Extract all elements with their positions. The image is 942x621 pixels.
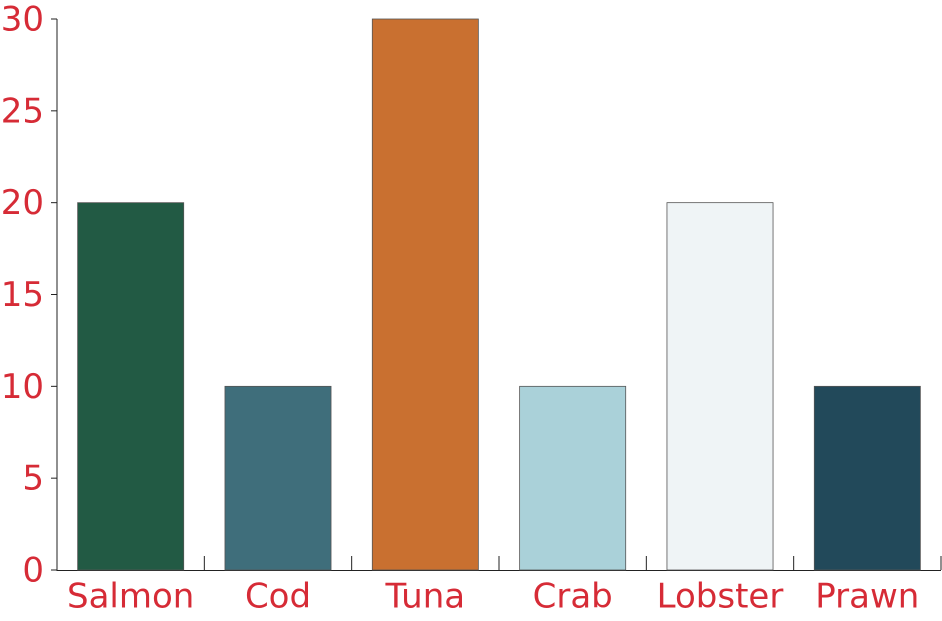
x-tick-label: Crab <box>533 577 613 617</box>
x-tick-label: Salmon <box>67 577 194 617</box>
bar <box>224 385 332 571</box>
x-tick-label: Prawn <box>815 577 919 617</box>
y-tick-label: 5 <box>22 459 44 499</box>
y-tick-label: 10 <box>1 367 44 407</box>
x-tick-label: Lobster <box>657 577 784 617</box>
bar <box>519 385 627 571</box>
bar <box>371 18 479 571</box>
x-tick-label: Tuna <box>385 577 466 617</box>
y-tick-label: 15 <box>1 275 44 315</box>
bar <box>813 385 921 571</box>
y-tick-label: 30 <box>1 0 44 40</box>
y-tick-label: 20 <box>1 183 44 223</box>
y-tick-label: 25 <box>1 91 44 131</box>
x-tick-label: Cod <box>245 577 311 617</box>
bar <box>666 202 774 571</box>
y-tick-label: 0 <box>22 551 44 591</box>
bar <box>77 202 185 571</box>
